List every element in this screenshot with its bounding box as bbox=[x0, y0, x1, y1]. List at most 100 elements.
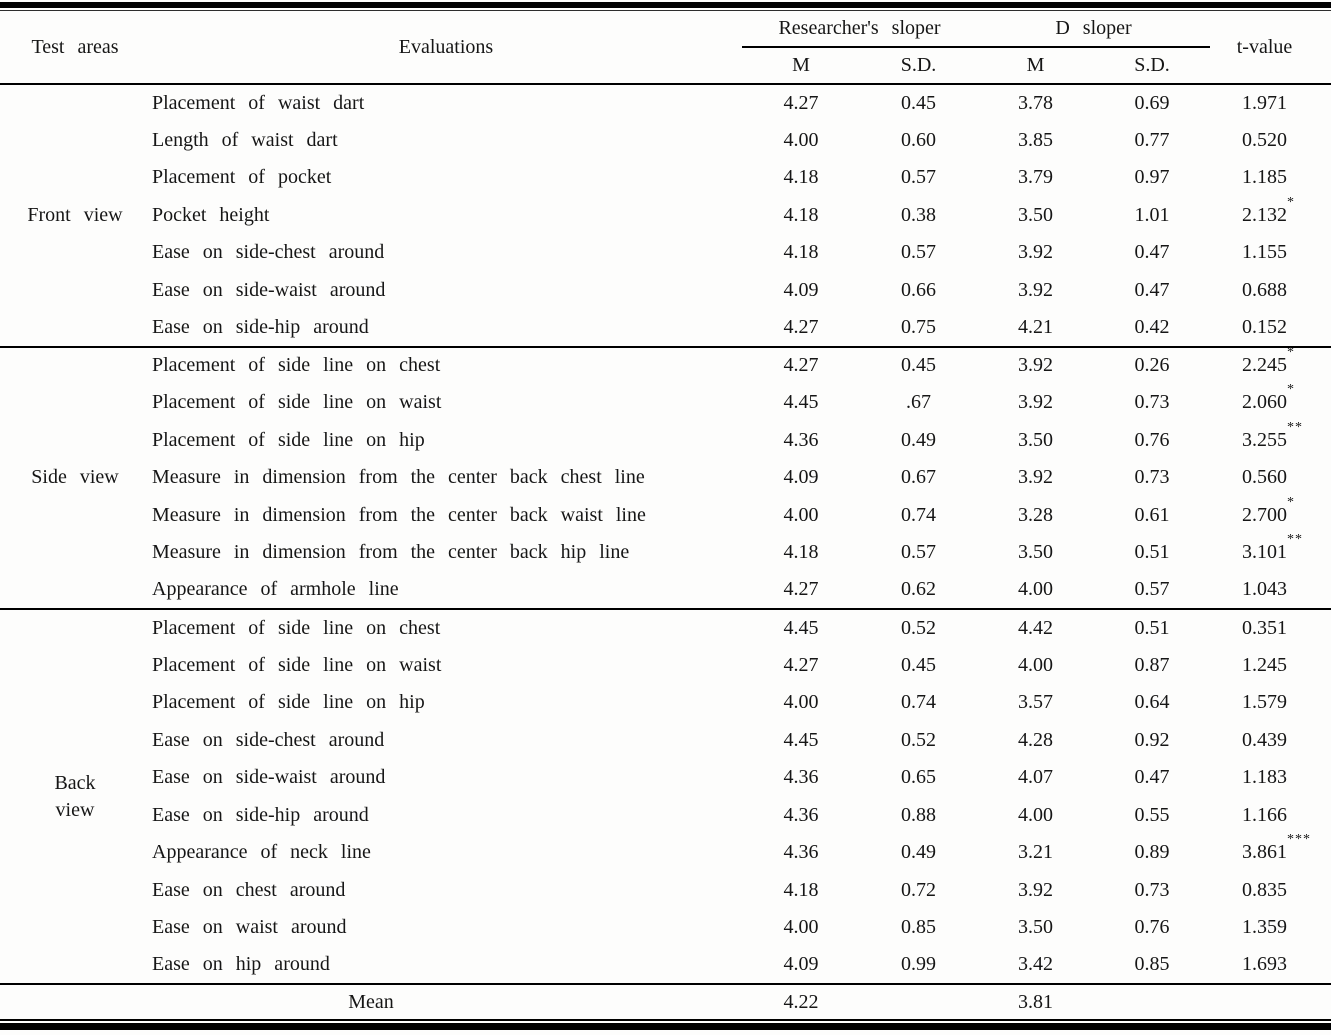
col-header-d-sd: S.D. bbox=[1094, 47, 1211, 85]
t-value-cell: 0.520 bbox=[1210, 122, 1331, 160]
researcher-m-cell: 4.00 bbox=[783, 503, 819, 526]
t-value-cell: 2.245 * bbox=[1210, 345, 1331, 385]
d-m-cell: 4.00 bbox=[1018, 653, 1053, 676]
researcher-m-cell: 4.09 bbox=[783, 466, 819, 489]
d-m-cell: 3.79 bbox=[1018, 166, 1053, 189]
test-area-cell: Front view bbox=[0, 84, 150, 347]
t-value-cell: 1.166 bbox=[1210, 797, 1331, 835]
t-value: 1.166 bbox=[1242, 803, 1288, 826]
t-value-cell: 0.439 bbox=[1210, 722, 1331, 760]
d-sd-cell: 0.76 bbox=[1134, 428, 1170, 451]
researcher-m-cell: 4.36 bbox=[783, 766, 819, 789]
d-m-cell: 3.92 bbox=[1018, 391, 1053, 414]
significance-stars: *** bbox=[1287, 832, 1312, 848]
t-value-cell: 0.351 bbox=[1210, 609, 1331, 647]
t-value: 0.688 bbox=[1242, 278, 1288, 301]
table-row: Measure in dimension from the center bac… bbox=[0, 459, 1331, 497]
t-value: 2.700 * bbox=[1242, 494, 1296, 526]
d-sd-cell: 0.73 bbox=[1134, 391, 1170, 414]
researcher-sd-cell: 0.85 bbox=[901, 916, 936, 939]
table-row: Length of waist dart 4.00 0.60 3.85 0.77 0.52… bbox=[0, 122, 1331, 160]
table-row: Ease on side-waist around 4.36 0.65 4.07 0.4… bbox=[0, 759, 1331, 797]
test-area-label: view bbox=[55, 798, 95, 821]
significance-stars: * bbox=[1287, 345, 1296, 361]
table-row: Placement of pocket 4.18 0.57 3.79 0.97 1.185 bbox=[0, 159, 1331, 197]
researcher-sd-cell: 0.52 bbox=[901, 728, 936, 751]
d-m-cell: 4.21 bbox=[1018, 315, 1053, 338]
mean-d-sd-cell bbox=[1094, 984, 1210, 1020]
mean-d-m-cell: 3.81 bbox=[1018, 990, 1053, 1013]
researcher-m-cell: 4.45 bbox=[783, 391, 819, 414]
t-value: 1.043 bbox=[1242, 578, 1288, 601]
researcher-m-cell: 4.18 bbox=[783, 166, 819, 189]
evaluation-cell: Placement of side line on hip bbox=[152, 691, 425, 714]
table-row: Measure in dimension from the center bac… bbox=[0, 532, 1331, 572]
table-top-thick-rule bbox=[0, 2, 1331, 8]
researcher-m-cell: 4.27 bbox=[783, 653, 819, 676]
t-value: 0.439 bbox=[1242, 728, 1288, 751]
t-value-cell: 0.560 bbox=[1210, 459, 1331, 497]
significance-stars: ** bbox=[1287, 419, 1304, 435]
t-value-cell: 1.245 bbox=[1210, 647, 1331, 685]
header-row-subcolumns: M S.D. M S.D. bbox=[0, 47, 1331, 85]
d-sd-cell: 0.57 bbox=[1134, 578, 1170, 601]
researcher-m-cell: 4.36 bbox=[783, 841, 819, 864]
t-value: 1.245 bbox=[1242, 653, 1288, 676]
d-m-cell: 3.85 bbox=[1018, 128, 1053, 151]
d-sd-cell: 0.97 bbox=[1134, 166, 1170, 189]
d-m-cell: 4.07 bbox=[1018, 766, 1053, 789]
researcher-m-cell: 4.36 bbox=[783, 428, 819, 451]
significance-stars: ** bbox=[1287, 532, 1304, 548]
t-value-cell: 2.132 * bbox=[1210, 194, 1331, 235]
t-value-cell: 1.971 bbox=[1210, 84, 1331, 122]
researcher-sd-cell: 0.66 bbox=[901, 278, 936, 301]
d-m-cell: 3.28 bbox=[1018, 503, 1053, 526]
t-value-cell: 1.693 bbox=[1210, 947, 1331, 985]
section-back-view: Back view Placement of side line on chest 4… bbox=[0, 609, 1331, 984]
d-m-cell: 3.42 bbox=[1018, 953, 1053, 976]
t-value: 1.359 bbox=[1242, 916, 1288, 939]
table-row: Ease on chest around 4.18 0.72 3.92 0.73 0.83… bbox=[0, 872, 1331, 910]
d-sd-cell: 0.47 bbox=[1134, 241, 1170, 264]
t-value: 0.152 bbox=[1242, 315, 1288, 338]
researcher-m-cell: 4.00 bbox=[783, 691, 819, 714]
researcher-sd-cell: 0.74 bbox=[901, 691, 936, 714]
significance-stars: * bbox=[1287, 194, 1296, 210]
researcher-m-cell: 4.09 bbox=[783, 953, 819, 976]
researcher-sd-cell: 0.45 bbox=[901, 354, 936, 377]
d-m-cell: 4.42 bbox=[1018, 616, 1053, 639]
researcher-sd-cell: 0.60 bbox=[901, 128, 936, 151]
d-sd-cell: 0.85 bbox=[1134, 953, 1170, 976]
researcher-m-cell: 4.00 bbox=[783, 916, 819, 939]
evaluation-cell: Placement of side line on chest bbox=[152, 616, 441, 639]
d-sd-cell: 0.47 bbox=[1134, 766, 1170, 789]
table-row: Ease on side-chest around 4.18 0.57 3.92 0.4… bbox=[0, 234, 1331, 272]
table-row: Appearance of neck line 4.36 0.49 3.21 0.89 3… bbox=[0, 832, 1331, 872]
t-value-cell: 1.359 bbox=[1210, 909, 1331, 947]
col-header-researcher-m: M bbox=[742, 47, 860, 85]
t-value-cell: 3.861 *** bbox=[1210, 832, 1331, 872]
d-sd-cell: 0.89 bbox=[1134, 841, 1170, 864]
t-value-cell: 1.183 bbox=[1210, 759, 1331, 797]
d-m-cell: 3.92 bbox=[1018, 878, 1053, 901]
table-row: Placement of side line on waist 4.45 .67 3.… bbox=[0, 382, 1331, 422]
d-sd-cell: 0.51 bbox=[1134, 616, 1170, 639]
t-value-cell: 3.101 ** bbox=[1210, 532, 1331, 572]
d-sd-cell: 0.76 bbox=[1134, 916, 1170, 939]
evaluation-cell: Ease on side-waist around bbox=[152, 766, 386, 789]
t-value: 1.185 bbox=[1242, 166, 1288, 189]
mean-row: Mean 4.22 3.81 bbox=[0, 984, 1331, 1020]
d-m-cell: 3.78 bbox=[1018, 91, 1053, 114]
t-value: 1.183 bbox=[1242, 766, 1288, 789]
table-bottom-thick-rule bbox=[0, 1023, 1331, 1030]
t-value: 2.245 * bbox=[1242, 345, 1296, 377]
evaluation-cell: Appearance of neck line bbox=[152, 841, 371, 864]
researcher-m-cell: 4.27 bbox=[783, 578, 819, 601]
table-row: Appearance of armhole line 4.27 0.62 4.00 0.… bbox=[0, 572, 1331, 610]
d-m-cell: 4.00 bbox=[1018, 578, 1053, 601]
section-front-view: Front view Placement of waist dart 4.27 0.4… bbox=[0, 84, 1331, 347]
table-row: Front view Placement of waist dart 4.27 0.4… bbox=[0, 84, 1331, 226]
table-row: Ease on hip around 4.09 0.99 3.42 0.85 1.693 bbox=[0, 947, 1331, 985]
col-header-researcher-sd: S.D. bbox=[860, 47, 977, 85]
t-value-cell: 2.060 * bbox=[1210, 382, 1331, 422]
